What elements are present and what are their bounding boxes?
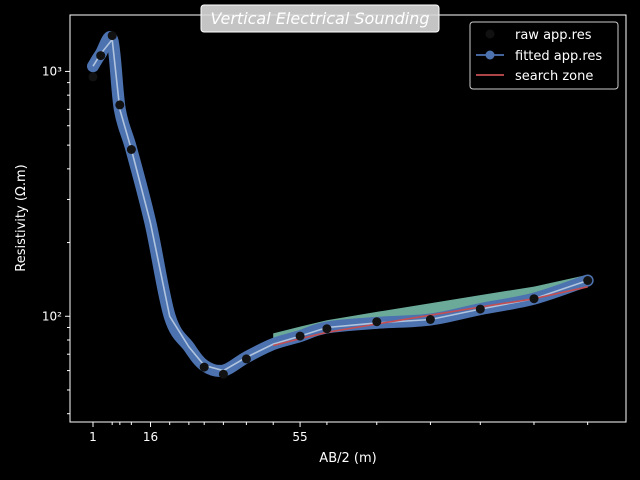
- raw-point: [241, 354, 251, 364]
- raw-point: [107, 31, 117, 41]
- raw-point: [96, 51, 106, 61]
- raw-point: [583, 276, 593, 285]
- raw-point: [475, 304, 485, 314]
- x-tick-label: 16: [143, 430, 158, 444]
- legend-raw-marker: [485, 29, 495, 39]
- raw-point: [425, 315, 435, 324]
- legend: raw app.res fitted app.res search zone: [469, 21, 619, 90]
- raw-point: [88, 72, 98, 82]
- chart-title-text: Vertical Electrical Sounding: [210, 9, 429, 28]
- raw-point: [372, 317, 382, 327]
- y-tick-label: 10³: [42, 64, 62, 78]
- x-axis-label: AB/2 (m): [319, 451, 376, 466]
- raw-point: [322, 324, 332, 334]
- plot-clipped: [87, 31, 594, 379]
- raw-point: [115, 100, 125, 110]
- plot-area: [87, 31, 594, 379]
- raw-point: [199, 362, 209, 372]
- raw-point: [529, 294, 539, 304]
- axis-ticks: 1 16 55 10² 10³: [42, 64, 589, 444]
- y-tick-label: 10²: [42, 309, 62, 323]
- search-zone-line: [273, 286, 588, 347]
- raw-point: [295, 331, 305, 341]
- legend-fitted-marker: [485, 50, 495, 60]
- legend-raw-label: raw app.res: [515, 28, 592, 43]
- chart-title: Vertical Electrical Sounding: [200, 4, 440, 33]
- raw-point: [126, 145, 136, 154]
- legend-search-label: search zone: [515, 69, 593, 84]
- y-axis-label: Resistivity (Ω.m): [14, 164, 29, 271]
- legend-fitted-label: fitted app.res: [515, 49, 602, 64]
- x-tick-label: 55: [292, 430, 307, 444]
- raw-point: [218, 369, 228, 379]
- x-tick-label: 1: [89, 430, 97, 444]
